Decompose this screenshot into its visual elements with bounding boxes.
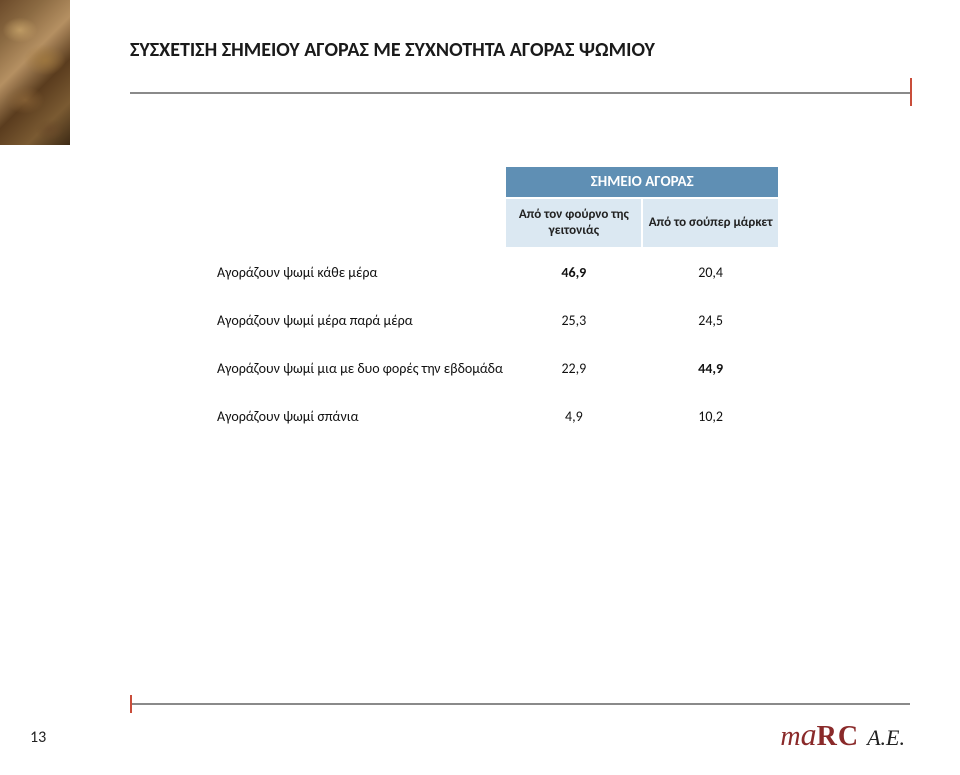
row-label: Αγοράζουν ψωμί μέρα παρά μέρα: [206, 296, 505, 344]
cell-value: 24,5: [642, 296, 779, 344]
col-header-2: Από το σούπερ μάρκετ: [642, 198, 779, 248]
brand-a: a: [801, 716, 817, 752]
cell-value: 4,9: [505, 392, 642, 440]
cell-value: 25,3: [505, 296, 642, 344]
corner-cell: [206, 166, 505, 248]
bottom-separator-accent: [130, 695, 132, 713]
table-row: Αγοράζουν ψωμί μια με δυο φορές την εβδο…: [206, 344, 779, 392]
brand-m: m: [780, 721, 800, 752]
data-table: ΣΗΜΕΙΟ ΑΓΟΡΑΣ Από τον φούρνο της γειτονι…: [205, 165, 780, 441]
row-label: Αγοράζουν ψωμί κάθε μέρα: [206, 248, 505, 296]
brand-suffix: A.E.: [867, 725, 905, 750]
cell-value: 44,9: [642, 344, 779, 392]
row-label: Αγοράζουν ψωμί σπάνια: [206, 392, 505, 440]
table-row: Αγοράζουν ψωμί μέρα παρά μέρα 25,3 24,5: [206, 296, 779, 344]
cell-value: 46,9: [505, 248, 642, 296]
cell-value: 22,9: [505, 344, 642, 392]
data-table-container: ΣΗΜΕΙΟ ΑΓΟΡΑΣ Από τον φούρνο της γειτονι…: [205, 165, 780, 441]
page-number: 13: [30, 728, 46, 747]
bottom-separator: [130, 703, 910, 705]
cell-value: 10,2: [642, 392, 779, 440]
top-separator-accent: [910, 78, 912, 106]
merged-header: ΣΗΜΕΙΟ ΑΓΟΡΑΣ: [505, 166, 779, 198]
brand-logo: maRC A.E.: [780, 716, 905, 753]
table-header-row-1: ΣΗΜΕΙΟ ΑΓΟΡΑΣ: [206, 166, 779, 198]
table-row: Αγοράζουν ψωμί σπάνια 4,9 10,2: [206, 392, 779, 440]
col-header-1: Από τον φούρνο της γειτονιάς: [505, 198, 642, 248]
brand-rc: RC: [817, 721, 859, 752]
table-row: Αγοράζουν ψωμί κάθε μέρα 46,9 20,4: [206, 248, 779, 296]
row-label: Αγοράζουν ψωμί μια με δυο φορές την εβδο…: [206, 344, 505, 392]
top-separator: [130, 92, 910, 94]
bread-image: [0, 0, 70, 145]
page-title: ΣΥΣΧΕΤΙΣΗ ΣΗΜΕΙΟΥ ΑΓΟΡΑΣ ΜΕ ΣΥΧΝΟΤΗΤΑ ΑΓ…: [130, 38, 655, 62]
cell-value: 20,4: [642, 248, 779, 296]
